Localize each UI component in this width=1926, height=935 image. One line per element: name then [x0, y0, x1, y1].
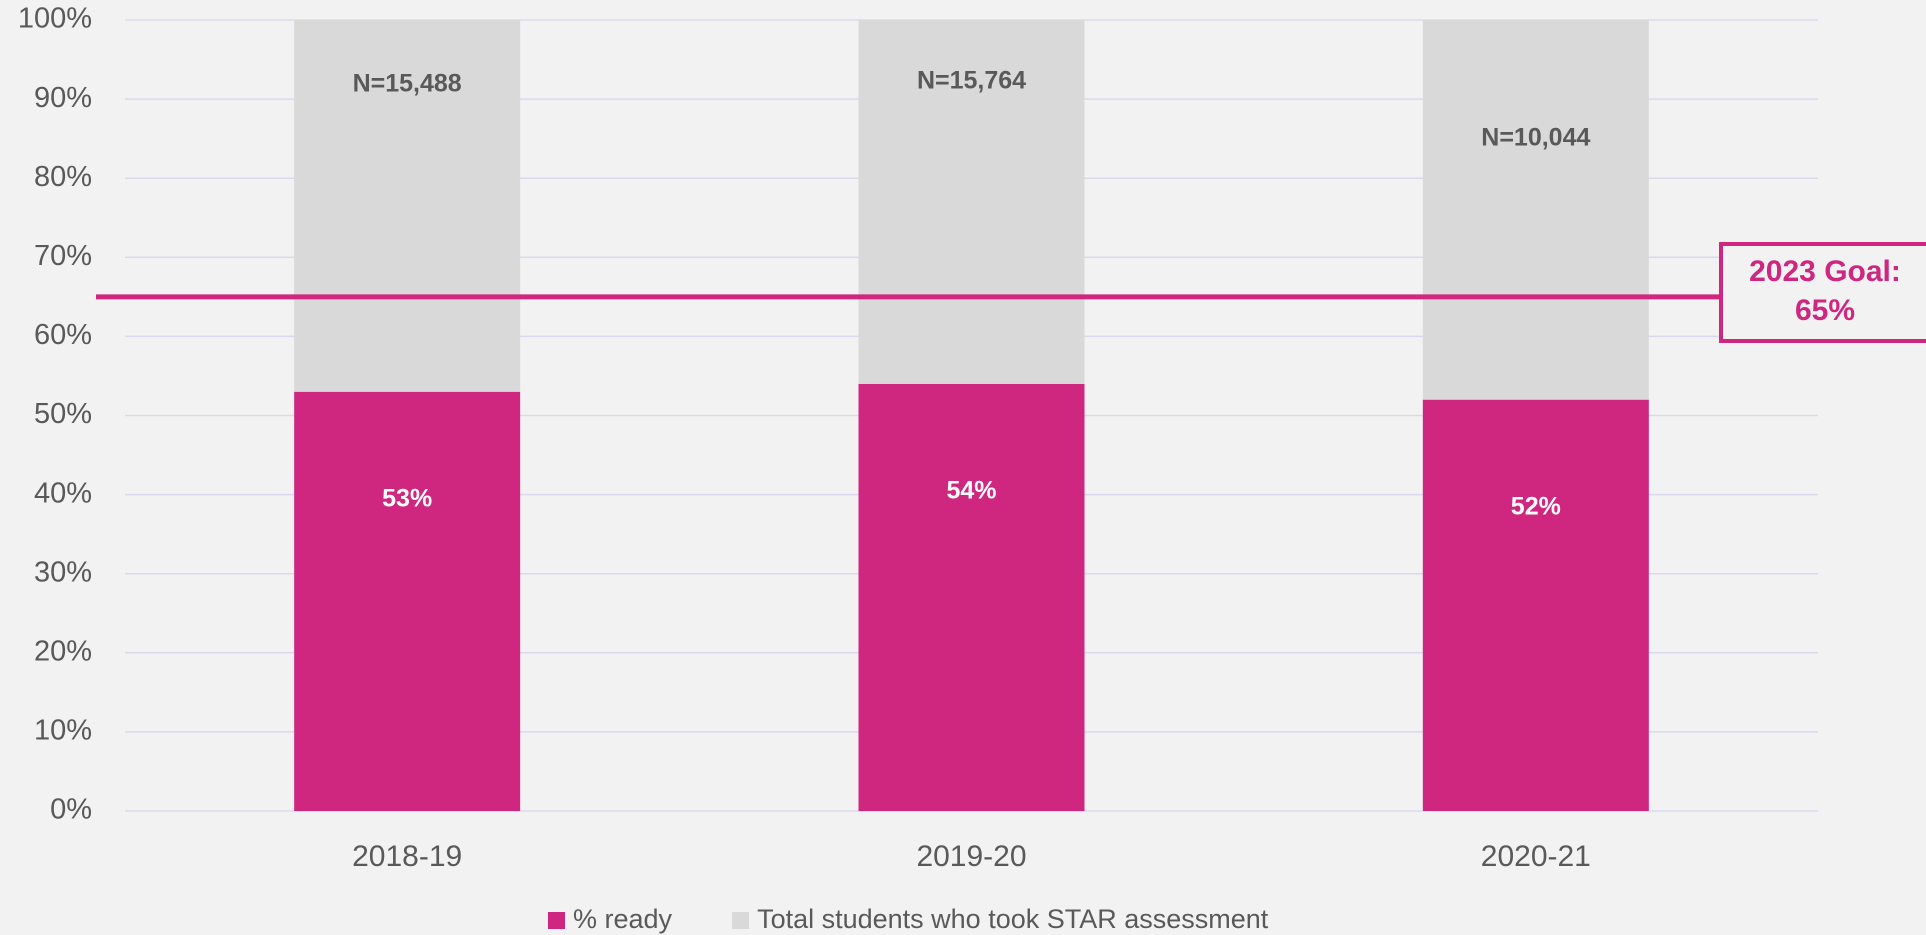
data-label: 53%: [382, 484, 432, 512]
legend-swatch: [548, 912, 565, 929]
x-tick-label: 2020-21: [1481, 840, 1591, 873]
data-label: 54%: [946, 476, 996, 504]
y-tick-label: 80%: [34, 161, 92, 193]
bar-segment: [858, 383, 1085, 811]
goal-box: [1719, 242, 1926, 343]
goal-label: 65%: [1795, 294, 1855, 327]
y-tick-label: 60%: [34, 319, 92, 351]
legend-label: Total students who took STAR assessment: [757, 904, 1269, 934]
legend-swatch: [732, 912, 750, 929]
goal-label: 2023 Goal:: [1749, 255, 1901, 288]
annotation: N=15,488: [353, 70, 462, 98]
x-tick-label: 2018-19: [352, 840, 462, 873]
y-tick-label: 100%: [18, 3, 92, 35]
data-label: 52%: [1511, 492, 1561, 520]
y-tick-label: 70%: [34, 240, 92, 272]
bar-segment: [294, 20, 521, 392]
annotation: N=15,764: [917, 67, 1026, 95]
y-tick-label: 90%: [34, 82, 92, 114]
y-tick-label: 40%: [34, 477, 92, 509]
legend-label: % ready: [573, 904, 673, 934]
bar-segment: [1422, 20, 1649, 400]
y-tick-label: 0%: [50, 794, 92, 826]
y-tick-label: 50%: [34, 398, 92, 430]
y-tick-label: 20%: [34, 635, 92, 667]
y-tick-label: 30%: [34, 556, 92, 588]
bar-segment: [858, 20, 1085, 384]
bar-segment: [1422, 399, 1649, 811]
x-tick-label: 2019-20: [916, 840, 1026, 873]
y-tick-label: 10%: [34, 715, 92, 747]
annotation: N=10,044: [1481, 124, 1590, 152]
bar-segment: [294, 391, 521, 811]
